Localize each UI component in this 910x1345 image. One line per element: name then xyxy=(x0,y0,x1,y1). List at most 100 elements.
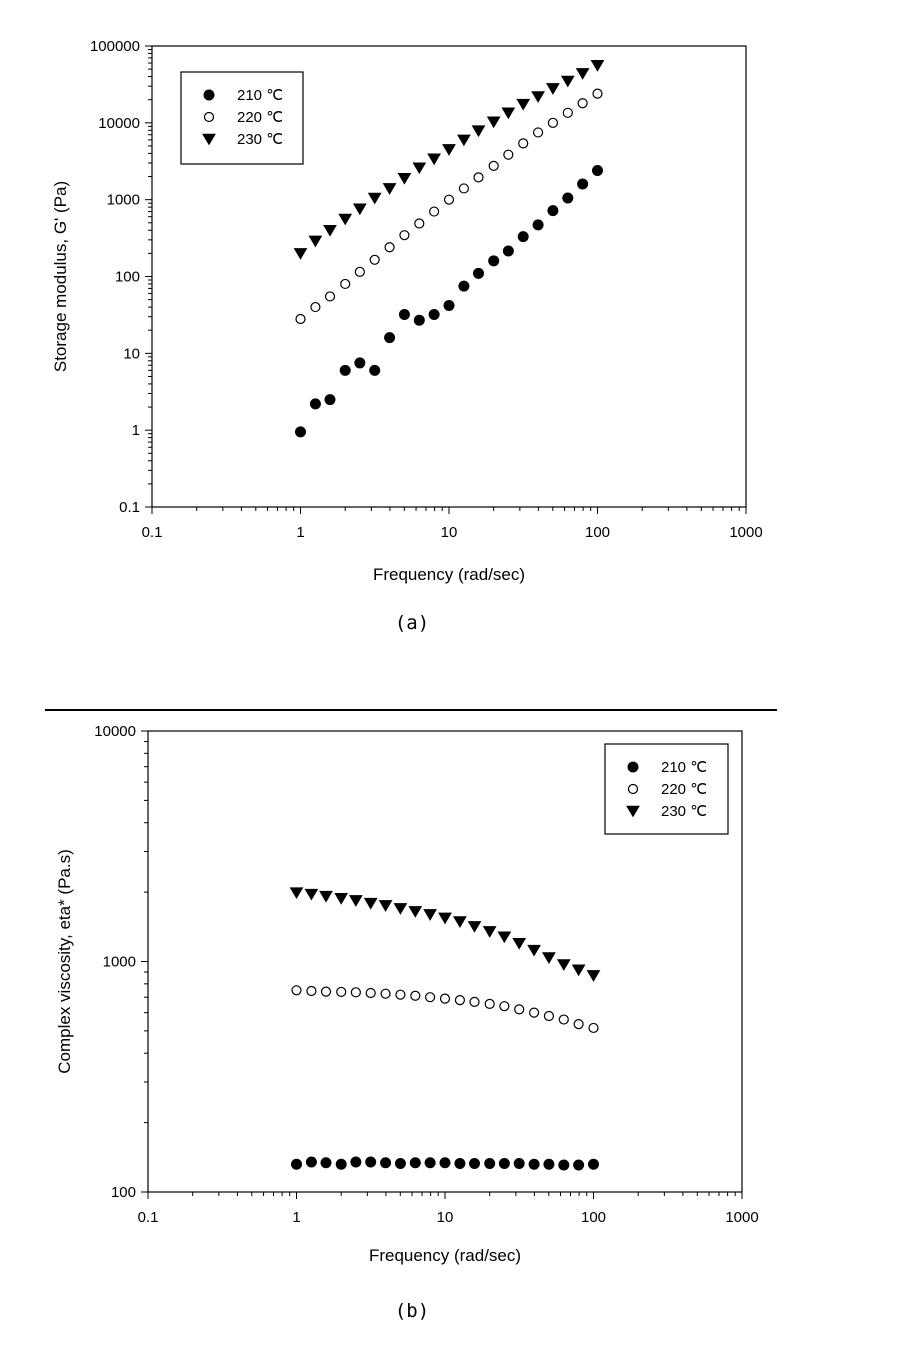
data-point xyxy=(501,107,516,120)
y-axis-title: Complex viscosity, eta* (Pa.s) xyxy=(55,849,74,1074)
y-tick-label: 10 xyxy=(123,345,140,362)
x-tick-label: 0.1 xyxy=(142,524,163,541)
y-tick-label: 100000 xyxy=(90,38,140,55)
data-point xyxy=(454,995,466,1006)
data-point xyxy=(588,1158,599,1170)
y-tick-label: 1 xyxy=(132,422,140,439)
data-point xyxy=(340,278,351,290)
data-point xyxy=(457,134,471,147)
y-tick-label: 10000 xyxy=(94,723,136,740)
data-point xyxy=(543,1158,555,1170)
data-point xyxy=(320,986,332,997)
data-point xyxy=(516,98,531,111)
legend-box xyxy=(604,743,729,835)
series-1 xyxy=(295,164,603,438)
data-point xyxy=(350,987,361,998)
data-point xyxy=(424,1157,436,1169)
legend-label: 220 ℃ xyxy=(237,109,283,126)
data-point xyxy=(380,988,391,999)
data-point xyxy=(458,280,470,292)
legend-label: 230 ℃ xyxy=(661,803,707,820)
data-point xyxy=(295,426,306,438)
data-point xyxy=(469,1157,481,1169)
data-point xyxy=(304,888,319,901)
data-point xyxy=(473,172,484,183)
data-point xyxy=(308,235,323,248)
data-point xyxy=(499,1001,510,1012)
data-point xyxy=(425,992,436,1003)
data-point xyxy=(558,1014,569,1025)
y-tick-label: 0.1 xyxy=(119,499,140,516)
legend-label: 210 ℃ xyxy=(237,87,283,104)
data-point xyxy=(295,313,306,325)
data-point xyxy=(469,996,480,1007)
data-point xyxy=(367,192,382,205)
data-point xyxy=(482,926,497,938)
caption-a: (a) xyxy=(395,612,429,634)
data-point xyxy=(527,944,541,957)
x-tick-label: 10 xyxy=(441,524,458,541)
data-point xyxy=(378,900,393,912)
data-point xyxy=(546,83,560,95)
data-point xyxy=(309,398,321,410)
data-point xyxy=(484,998,495,1009)
y-tick-label: 100 xyxy=(115,269,140,286)
data-point xyxy=(573,1159,585,1171)
data-point xyxy=(458,183,470,194)
data-point xyxy=(571,964,586,977)
data-point xyxy=(488,160,499,172)
data-point xyxy=(320,1157,332,1169)
data-point xyxy=(395,989,406,1000)
x-tick-label: 1000 xyxy=(729,524,762,541)
x-axis-title: Frequency (rad/sec) xyxy=(369,1246,521,1265)
x-tick-label: 1 xyxy=(296,524,304,541)
data-point xyxy=(348,895,363,907)
data-point xyxy=(590,60,605,72)
legend-box xyxy=(180,71,304,165)
data-point xyxy=(542,952,556,964)
data-point xyxy=(369,364,381,376)
legend-marker xyxy=(627,761,639,773)
data-point xyxy=(423,909,437,921)
y-tick-label: 100 xyxy=(111,1184,136,1201)
x-tick-label: 1000 xyxy=(725,1209,758,1226)
y-tick-label: 10000 xyxy=(98,115,140,132)
data-point xyxy=(310,301,321,313)
data-point xyxy=(382,183,397,195)
data-point xyxy=(380,1157,392,1169)
data-point xyxy=(497,931,512,944)
data-point xyxy=(293,248,308,260)
legend-label: 210 ℃ xyxy=(661,759,707,776)
data-point xyxy=(443,299,455,311)
data-point xyxy=(306,985,317,997)
data-point xyxy=(413,314,425,326)
data-point xyxy=(588,1022,599,1034)
data-point xyxy=(384,242,395,253)
data-point xyxy=(427,153,441,166)
data-point xyxy=(291,985,302,996)
data-point xyxy=(512,937,527,950)
data-point xyxy=(473,267,485,279)
data-point xyxy=(518,138,529,149)
data-point xyxy=(339,364,351,376)
data-point xyxy=(354,266,365,277)
data-point xyxy=(558,1159,570,1171)
series-2 xyxy=(291,985,599,1034)
legend-label: 220 ℃ xyxy=(661,781,707,798)
legend-marker xyxy=(203,89,215,101)
data-point xyxy=(319,890,333,903)
data-point xyxy=(503,149,514,160)
data-point xyxy=(586,970,601,982)
data-point xyxy=(334,893,349,905)
data-point xyxy=(514,1004,525,1015)
data-point xyxy=(575,68,590,80)
legend-marker xyxy=(626,805,640,818)
data-point xyxy=(543,1010,555,1022)
data-point xyxy=(556,959,571,971)
data-point xyxy=(414,218,425,229)
data-point xyxy=(291,1158,302,1170)
data-point xyxy=(324,291,336,302)
data-point xyxy=(412,162,427,175)
data-point xyxy=(592,88,603,99)
data-point xyxy=(439,993,451,1004)
